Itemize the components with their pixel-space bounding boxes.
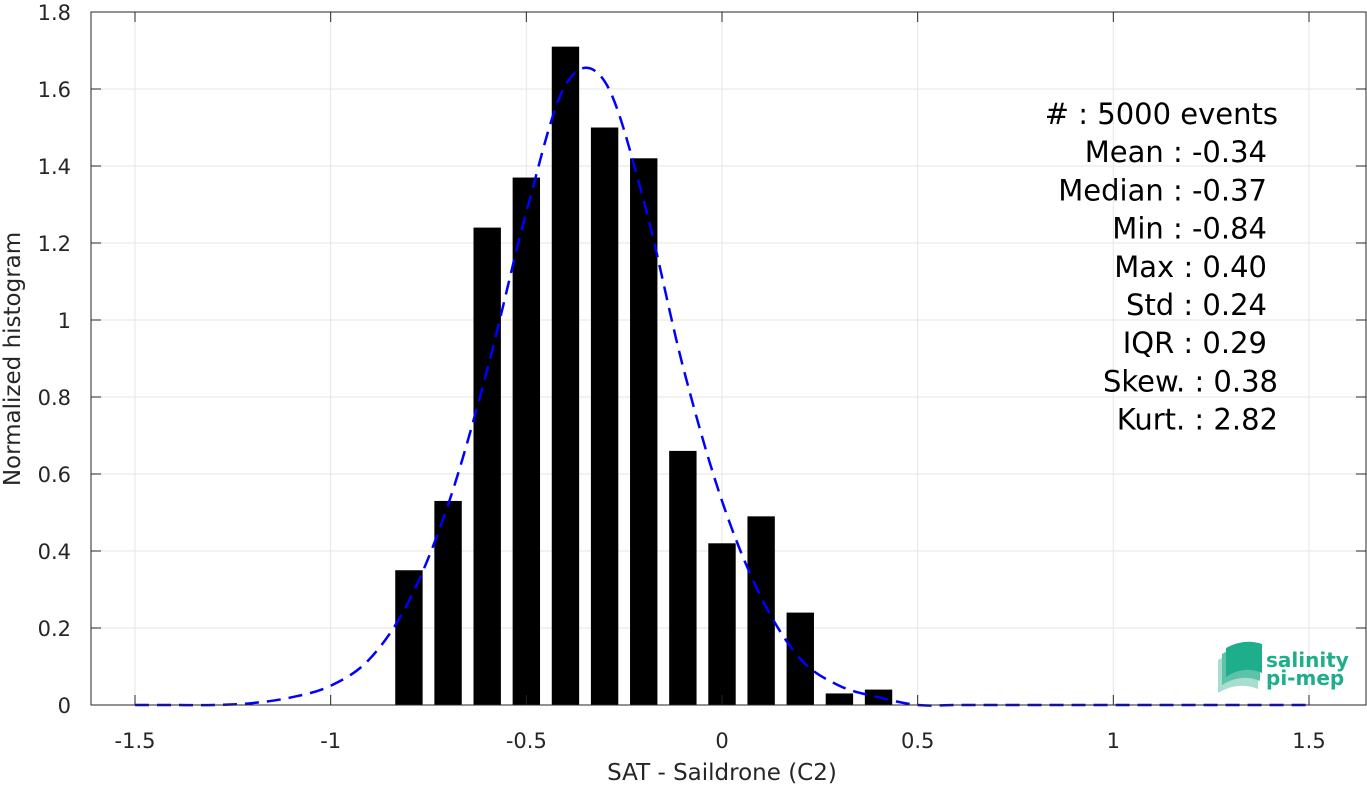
- x-tick-label: 1.5: [1292, 729, 1325, 753]
- y-tick-label: 0.2: [38, 617, 71, 641]
- x-tick-label: 0.5: [901, 729, 934, 753]
- y-axis-label: Normalized histogram: [0, 232, 26, 486]
- fit-curve-group: [135, 66, 1309, 707]
- histogram-bar: [395, 570, 423, 705]
- salinity-pi-mep-logo: salinity pi-mep: [1218, 641, 1349, 693]
- stat-line: Median : -0.37: [1058, 173, 1267, 207]
- y-tick-label: 0.4: [38, 540, 71, 564]
- fit-curve: [135, 66, 1309, 707]
- histogram-bar: [473, 227, 501, 705]
- stat-line: Kurt. : 2.82: [1117, 403, 1278, 437]
- y-tick-labels: 0 0.2 0.4 0.6 0.8 1 1.2 1.4 1.6 1.8: [38, 1, 71, 718]
- histogram-bar: [630, 158, 658, 706]
- axes-frame: [90, 11, 1367, 706]
- x-tick-label: 1: [1107, 729, 1120, 753]
- y-tick-label: 0: [58, 694, 71, 718]
- stat-line: IQR : 0.29: [1123, 326, 1267, 360]
- y-tick-label: 0.6: [38, 463, 71, 487]
- y-tick-label: 1: [58, 309, 71, 333]
- histogram-bar: [708, 543, 736, 705]
- y-tick-label: 1.4: [38, 155, 71, 179]
- x-tick-label: 0: [715, 729, 728, 753]
- histogram-bar: [590, 127, 619, 705]
- stat-line: Max : 0.40: [1114, 250, 1267, 284]
- histogram-bar: [825, 693, 854, 705]
- stat-line: # : 5000 events: [1045, 97, 1278, 131]
- histogram-bar: [551, 46, 580, 705]
- x-tick-label: -0.5: [506, 729, 547, 753]
- logo-text-line2: pi-mep: [1266, 666, 1344, 690]
- histogram-bar: [512, 177, 541, 706]
- histogram-bar: [747, 516, 775, 705]
- histogram-bar: [434, 500, 462, 705]
- axes-box: [90, 11, 1367, 706]
- stat-line: Std : 0.24: [1126, 288, 1267, 322]
- y-tick-label: 1.6: [38, 78, 71, 102]
- y-tick-label: 1.2: [38, 232, 71, 256]
- y-tick-label: 0.8: [38, 386, 71, 410]
- statistics-panel: # : 5000 events Mean : -0.34 Median : -0.3…: [1045, 97, 1278, 437]
- histogram-bars: [395, 46, 893, 706]
- x-tick-label: -1.5: [115, 729, 156, 753]
- stat-line: Skew. : 0.38: [1103, 364, 1278, 398]
- x-tick-labels: -1.5 -1 -0.5 0 0.5 1 1.5: [115, 729, 1326, 753]
- wave-icon: [1218, 641, 1262, 693]
- logo-text-line1: salinity: [1266, 648, 1349, 672]
- stat-line: Min : -0.84: [1112, 212, 1267, 246]
- x-axis-label: SAT - Saildrone (C2): [607, 760, 837, 785]
- stat-line: Mean : -0.34: [1085, 135, 1267, 169]
- histogram-bar: [669, 450, 697, 705]
- x-tick-label: -1: [320, 729, 341, 753]
- y-tick-label: 1.8: [38, 1, 71, 25]
